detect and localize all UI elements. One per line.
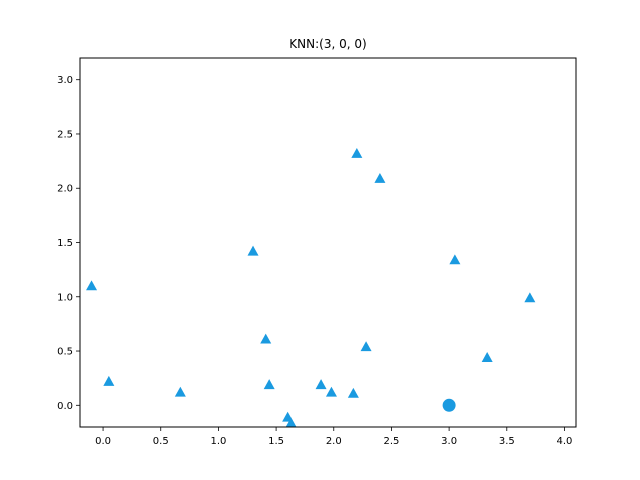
data-point-triangle <box>351 148 363 158</box>
data-point-triangle <box>315 379 327 390</box>
data-point-triangle <box>263 379 275 390</box>
x-tick-label: 3.5 <box>499 436 515 447</box>
y-axis: 0.0 0.5 1.0 1.5 2.0 2.5 3.0 <box>57 75 80 412</box>
x-tick-label: 1.5 <box>268 436 284 447</box>
query-point-circle <box>442 398 456 412</box>
data-point-triangle <box>260 333 272 344</box>
y-tick-label: 2.0 <box>57 184 73 195</box>
x-tick-label: 2.0 <box>326 436 342 447</box>
data-point-triangle <box>347 387 359 398</box>
data-point-triangle <box>360 341 372 352</box>
data-point-triangle <box>524 292 536 303</box>
x-tick-label: 0.5 <box>153 436 169 447</box>
y-tick-label: 3.0 <box>57 75 73 86</box>
x-tick-label: 0.0 <box>95 436 111 447</box>
data-point-triangle <box>285 417 297 427</box>
x-tick-label: 4.0 <box>557 436 573 447</box>
y-tick-label: 1.5 <box>57 238 73 249</box>
points-layer <box>86 148 536 427</box>
data-point-triangle <box>174 386 186 397</box>
data-point-triangle <box>103 375 115 386</box>
data-point-triangle <box>325 386 337 397</box>
data-point-triangle <box>449 254 461 265</box>
data-point-triangle <box>247 245 259 256</box>
x-tick-label: 1.0 <box>210 436 226 447</box>
data-point-triangle <box>481 352 493 362</box>
data-point-triangle <box>86 280 98 291</box>
x-tick-label: 2.5 <box>383 436 399 447</box>
x-tick-label: 3.0 <box>441 436 457 447</box>
y-tick-label: 0.0 <box>57 401 73 412</box>
data-point-triangle <box>374 172 386 183</box>
x-axis: 0.0 0.5 1.0 1.5 2.0 2.5 3.0 3.5 4.0 <box>95 427 572 447</box>
y-tick-label: 1.0 <box>57 292 73 303</box>
chart-title: KNN:(3, 0, 0) <box>289 37 366 51</box>
y-tick-label: 2.5 <box>57 129 73 140</box>
y-tick-label: 0.5 <box>57 347 73 358</box>
